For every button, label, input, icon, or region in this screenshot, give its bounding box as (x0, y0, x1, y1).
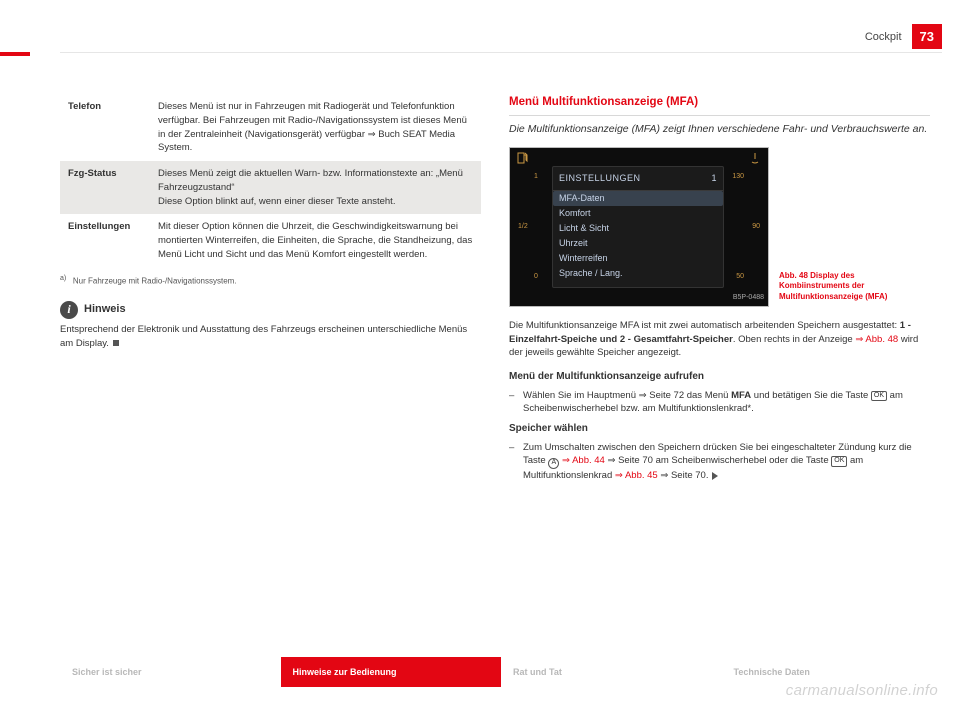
gauge-mark: 50 (736, 272, 744, 282)
row-val: Mit dieser Option können die Uhrzeit, di… (150, 214, 481, 267)
watermark: carmanualsonline.info (786, 682, 938, 699)
menu-item: Uhrzeit (553, 236, 723, 251)
gauge-left: 1 1/2 0 (514, 170, 548, 288)
continue-icon (712, 472, 718, 480)
gauge-right: 130 90 50 (730, 170, 764, 288)
hinweis-body: Entsprechend der Elektronik und Ausstatt… (60, 324, 467, 349)
fuel-icon (516, 152, 530, 164)
menu-item: Sprache / Lang. (553, 266, 723, 281)
i1-a: Wählen Sie im Hauptmenü ⇒ Seite 72 das M… (523, 390, 731, 401)
list-text: Wählen Sie im Hauptmenü ⇒ Seite 72 das M… (523, 389, 930, 417)
dash-icon: – (509, 389, 523, 417)
screen-indicator: 1 (711, 172, 717, 185)
dash-icon: – (509, 441, 523, 483)
list-item: – Zum Umschalten zwischen den Speichern … (509, 441, 930, 483)
content-columns: Telefon Dieses Menü ist nur in Fahrzeuge… (60, 94, 930, 620)
cross-ref: ⇒ Abb. 45 (615, 470, 658, 481)
footnote-marker: a) (60, 275, 66, 282)
gauge-mark: 1 (534, 172, 538, 182)
info-icon: i (60, 301, 78, 319)
i2-b: ⇒ Seite 70 am Scheibenwischerhebel oder … (605, 455, 831, 466)
list-item: – Wählen Sie im Hauptmenü ⇒ Seite 72 das… (509, 389, 930, 417)
footnote-text: Nur Fahrzeuge mit Radio-/Navigationssyst… (73, 276, 237, 285)
gauge-mark: 1/2 (518, 222, 528, 232)
temperature-icon (748, 152, 762, 164)
row-val: Dieses Menü ist nur in Fahrzeugen mit Ra… (150, 94, 481, 161)
menu-item: Winterreifen (553, 251, 723, 266)
gauge-mark: 90 (752, 222, 760, 232)
table-row: Einstellungen Mit dieser Option können d… (60, 214, 481, 267)
display-photo: 1 1/2 0 130 90 50 EINSTELLUNGEN 1 (509, 147, 769, 307)
menu-table: Telefon Dieses Menü ist nur in Fahrzeuge… (60, 94, 481, 268)
figure-caption: Abb. 48 Display des Kombiinstruments der… (779, 271, 899, 307)
hinweis-heading: i Hinweis (60, 301, 481, 319)
p1-a: Die Multifunktionsanzeige MFA ist mit zw… (509, 320, 900, 331)
ok-badge-icon: OK (831, 456, 847, 466)
photo-tag: B5P-0488 (733, 293, 764, 303)
a-badge-icon: A (548, 458, 559, 469)
footer-tab[interactable]: Hinweise zur Bedienung (281, 657, 502, 687)
i2-d: ⇒ Seite 70. (658, 470, 709, 481)
right-column: Menü Multifunktionsanzeige (MFA) Die Mul… (509, 94, 930, 620)
intro-text: Die Multifunktionsanzeige (MFA) zeigt Ih… (509, 122, 930, 137)
end-marker-icon (113, 340, 119, 346)
page-body: Telefon Dieses Menü ist nur in Fahrzeuge… (60, 30, 930, 670)
figure-block: 1 1/2 0 130 90 50 EINSTELLUNGEN 1 (509, 147, 930, 307)
cross-ref: ⇒ Abb. 44 (562, 455, 605, 466)
table-row: Fzg-Status Dieses Menü zeigt die aktuell… (60, 161, 481, 214)
hinweis-title: Hinweis (84, 302, 126, 318)
cross-ref: ⇒ Abb. 48 (855, 334, 898, 345)
menu-item: Komfort (553, 206, 723, 221)
hinweis-text: Entsprechend der Elektronik und Ausstatt… (60, 323, 481, 351)
corner-accent (0, 52, 30, 56)
i1-b: MFA (731, 390, 751, 401)
gauge-mark: 0 (534, 272, 538, 282)
left-column: Telefon Dieses Menü ist nur in Fahrzeuge… (60, 94, 481, 620)
screen-title-row: EINSTELLUNGEN 1 (553, 167, 723, 191)
lcd-screen: EINSTELLUNGEN 1 MFA-Daten Komfort Licht … (552, 166, 724, 288)
row-key: Fzg-Status (60, 161, 150, 214)
row-val: Dieses Menü zeigt die aktuellen Warn- bz… (150, 161, 481, 214)
table-row: Telefon Dieses Menü ist nur in Fahrzeuge… (60, 94, 481, 161)
footer-tab[interactable]: Rat und Tat (501, 657, 722, 687)
gauge-mark: 130 (732, 172, 744, 182)
footnote: a) Nur Fahrzeuge mit Radio-/Navigationss… (60, 274, 481, 287)
row-key: Einstellungen (60, 214, 150, 267)
sub-heading: Speicher wählen (509, 422, 930, 437)
i1-c: und betätigen Sie die Taste (751, 390, 871, 401)
footer-tab[interactable]: Sicher ist sicher (60, 657, 281, 687)
list-text: Zum Umschalten zwischen den Speichern dr… (523, 441, 930, 483)
p1-c: . Oben rechts in der Anzeige (733, 334, 856, 345)
screen-title: EINSTELLUNGEN (559, 172, 641, 185)
sub-heading: Menü der Multifunktionsanzeige aufrufen (509, 370, 930, 385)
section-heading: Menü Multifunktionsanzeige (MFA) (509, 94, 930, 116)
ok-badge-icon: OK (871, 391, 887, 401)
body-paragraph: Die Multifunktionsanzeige MFA ist mit zw… (509, 319, 930, 360)
menu-item: Licht & Sicht (553, 221, 723, 236)
row-key: Telefon (60, 94, 150, 161)
menu-item: MFA-Daten (553, 191, 723, 206)
